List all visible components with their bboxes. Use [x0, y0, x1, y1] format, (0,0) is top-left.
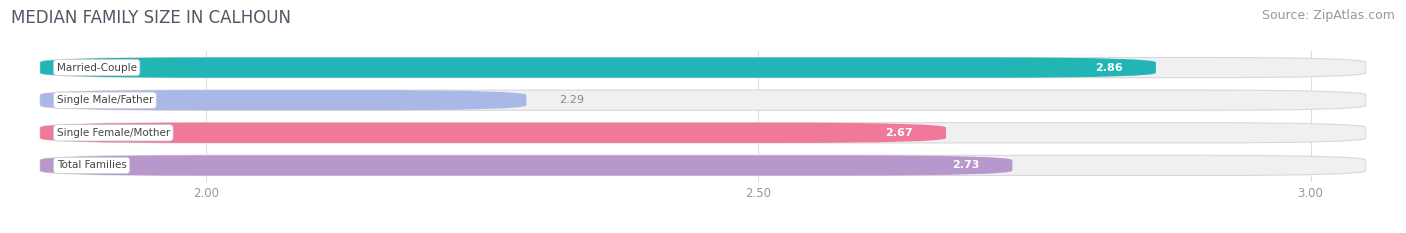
Text: MEDIAN FAMILY SIZE IN CALHOUN: MEDIAN FAMILY SIZE IN CALHOUN	[11, 9, 291, 27]
FancyBboxPatch shape	[41, 58, 1365, 78]
FancyBboxPatch shape	[41, 90, 1365, 110]
Text: Source: ZipAtlas.com: Source: ZipAtlas.com	[1261, 9, 1395, 22]
Text: 2.86: 2.86	[1095, 63, 1123, 72]
Text: 2.29: 2.29	[560, 95, 585, 105]
Text: Single Male/Father: Single Male/Father	[56, 95, 153, 105]
FancyBboxPatch shape	[41, 123, 946, 143]
FancyBboxPatch shape	[41, 123, 1365, 143]
Text: Total Families: Total Families	[56, 161, 127, 170]
FancyBboxPatch shape	[41, 155, 1012, 175]
Text: Married-Couple: Married-Couple	[56, 63, 136, 72]
FancyBboxPatch shape	[41, 155, 1365, 175]
Text: Single Female/Mother: Single Female/Mother	[56, 128, 170, 138]
Text: 2.73: 2.73	[952, 161, 979, 170]
FancyBboxPatch shape	[41, 58, 1156, 78]
Text: 2.67: 2.67	[886, 128, 912, 138]
FancyBboxPatch shape	[41, 90, 526, 110]
